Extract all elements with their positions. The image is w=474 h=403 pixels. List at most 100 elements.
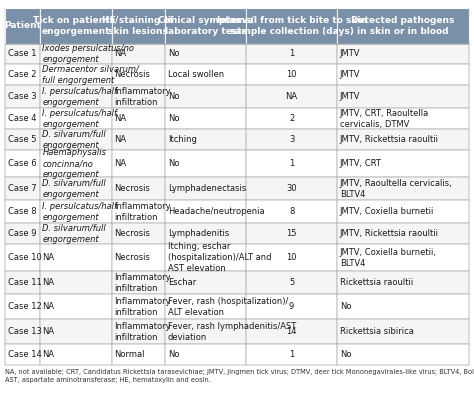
- Bar: [337, 64, 469, 85]
- Text: Eschar: Eschar: [168, 278, 196, 287]
- Text: Itching: Itching: [168, 135, 197, 144]
- Text: Necrosis: Necrosis: [114, 71, 150, 79]
- Bar: [165, 223, 246, 244]
- Bar: [246, 223, 337, 244]
- Text: NA: NA: [114, 114, 127, 123]
- Bar: [111, 85, 165, 108]
- Text: Case 12: Case 12: [8, 302, 41, 312]
- Text: HE staining of
skin lesions: HE staining of skin lesions: [102, 16, 174, 36]
- Bar: [337, 8, 469, 44]
- Bar: [337, 85, 469, 108]
- Text: NA, not available; CRT, Candidatus Rickettsia tarasevichiae; JMTV, Jingmen tick : NA, not available; CRT, Candidatus Ricke…: [5, 370, 474, 383]
- Bar: [246, 85, 337, 108]
- Text: Necrosis: Necrosis: [114, 253, 150, 262]
- Text: 8: 8: [289, 207, 294, 216]
- Text: 30: 30: [286, 184, 297, 193]
- Bar: [5, 85, 39, 108]
- Bar: [111, 150, 165, 177]
- Bar: [111, 345, 165, 366]
- Bar: [5, 64, 39, 85]
- Text: No: No: [168, 159, 179, 168]
- Bar: [165, 44, 246, 64]
- Bar: [165, 320, 246, 345]
- Bar: [165, 200, 246, 223]
- Bar: [39, 244, 111, 271]
- Bar: [111, 44, 165, 64]
- Bar: [39, 320, 111, 345]
- Text: No: No: [340, 302, 351, 312]
- Text: 15: 15: [286, 229, 297, 238]
- Text: JMTV, CRT, Raoultella
cervicalis, DTMV: JMTV, CRT, Raoultella cervicalis, DTMV: [340, 109, 429, 129]
- Text: Inflammatory
infiltration: Inflammatory infiltration: [114, 202, 171, 222]
- Text: NA: NA: [285, 92, 298, 101]
- Text: Tick on patients/
engorgement: Tick on patients/ engorgement: [33, 16, 118, 36]
- Text: NA: NA: [114, 135, 127, 144]
- Text: NA: NA: [114, 50, 127, 58]
- Bar: [337, 294, 469, 320]
- Text: No: No: [340, 351, 351, 359]
- Bar: [5, 177, 39, 200]
- Text: Rickettsia raoultii: Rickettsia raoultii: [340, 278, 413, 287]
- Bar: [111, 244, 165, 271]
- Bar: [5, 108, 39, 129]
- Text: JMTV, Coxiella burnetii,
BLTV4: JMTV, Coxiella burnetii, BLTV4: [340, 248, 437, 268]
- Bar: [337, 271, 469, 294]
- Text: 10: 10: [286, 253, 297, 262]
- Bar: [337, 223, 469, 244]
- Bar: [39, 294, 111, 320]
- Text: Normal: Normal: [114, 351, 145, 359]
- Text: JMTV: JMTV: [340, 92, 360, 101]
- Bar: [39, 345, 111, 366]
- Text: No: No: [168, 50, 179, 58]
- Text: Case 10: Case 10: [8, 253, 41, 262]
- Bar: [337, 177, 469, 200]
- Text: NA: NA: [42, 302, 55, 312]
- Bar: [165, 64, 246, 85]
- Text: Fever, rash (hospitalization)/
ALT elevation: Fever, rash (hospitalization)/ ALT eleva…: [168, 297, 288, 317]
- Text: JMTV, Rickettsia raoultii: JMTV, Rickettsia raoultii: [340, 229, 438, 238]
- Text: Lymphadenitis: Lymphadenitis: [168, 229, 229, 238]
- Bar: [39, 108, 111, 129]
- Bar: [246, 244, 337, 271]
- Text: I. persulcatus/half
engorgement: I. persulcatus/half engorgement: [42, 202, 118, 222]
- Bar: [337, 200, 469, 223]
- Text: Headache/neutropenia: Headache/neutropenia: [168, 207, 264, 216]
- Bar: [5, 271, 39, 294]
- Text: Patient: Patient: [4, 21, 41, 30]
- Text: Local swollen: Local swollen: [168, 71, 224, 79]
- Bar: [246, 271, 337, 294]
- Text: Case 1: Case 1: [8, 50, 36, 58]
- Bar: [246, 177, 337, 200]
- Text: Case 14: Case 14: [8, 351, 41, 359]
- Bar: [5, 345, 39, 366]
- Text: Necrosis: Necrosis: [114, 229, 150, 238]
- Bar: [39, 85, 111, 108]
- Bar: [246, 64, 337, 85]
- Bar: [337, 150, 469, 177]
- Bar: [111, 320, 165, 345]
- Bar: [165, 150, 246, 177]
- Text: NA: NA: [42, 328, 55, 337]
- Bar: [111, 8, 165, 44]
- Bar: [165, 129, 246, 150]
- Text: Case 7: Case 7: [8, 184, 36, 193]
- Text: Case 8: Case 8: [8, 207, 36, 216]
- Bar: [337, 320, 469, 345]
- Bar: [165, 8, 246, 44]
- Text: NA: NA: [42, 351, 55, 359]
- Bar: [337, 108, 469, 129]
- Bar: [39, 200, 111, 223]
- Bar: [165, 244, 246, 271]
- Bar: [165, 85, 246, 108]
- Bar: [246, 320, 337, 345]
- Text: 1: 1: [289, 159, 294, 168]
- Text: Lymphadenectasis: Lymphadenectasis: [168, 184, 246, 193]
- Text: NA: NA: [42, 278, 55, 287]
- Text: 14: 14: [286, 328, 297, 337]
- Text: Rickettsia sibirica: Rickettsia sibirica: [340, 328, 413, 337]
- Text: 10: 10: [286, 71, 297, 79]
- Bar: [165, 271, 246, 294]
- Bar: [246, 129, 337, 150]
- Bar: [246, 200, 337, 223]
- Text: Fever, rash lymphadenitis/AST
deviation: Fever, rash lymphadenitis/AST deviation: [168, 322, 296, 342]
